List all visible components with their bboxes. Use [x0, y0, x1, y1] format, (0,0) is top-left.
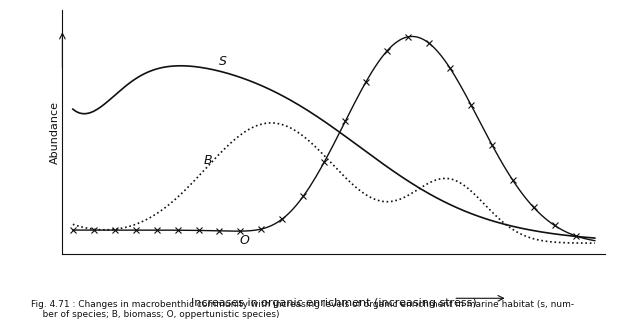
Text: Fig. 4.71 : Changes in macrobenthic community with increasing levels of organic : Fig. 4.71 : Changes in macrobenthic comm…	[31, 300, 574, 319]
Y-axis label: Abundance: Abundance	[50, 100, 60, 164]
Text: B: B	[203, 154, 212, 167]
Text: S: S	[219, 54, 227, 67]
Text: Increases in organic enrichment (increasing stress): Increases in organic enrichment (increas…	[191, 298, 477, 308]
Text: O: O	[240, 234, 250, 247]
